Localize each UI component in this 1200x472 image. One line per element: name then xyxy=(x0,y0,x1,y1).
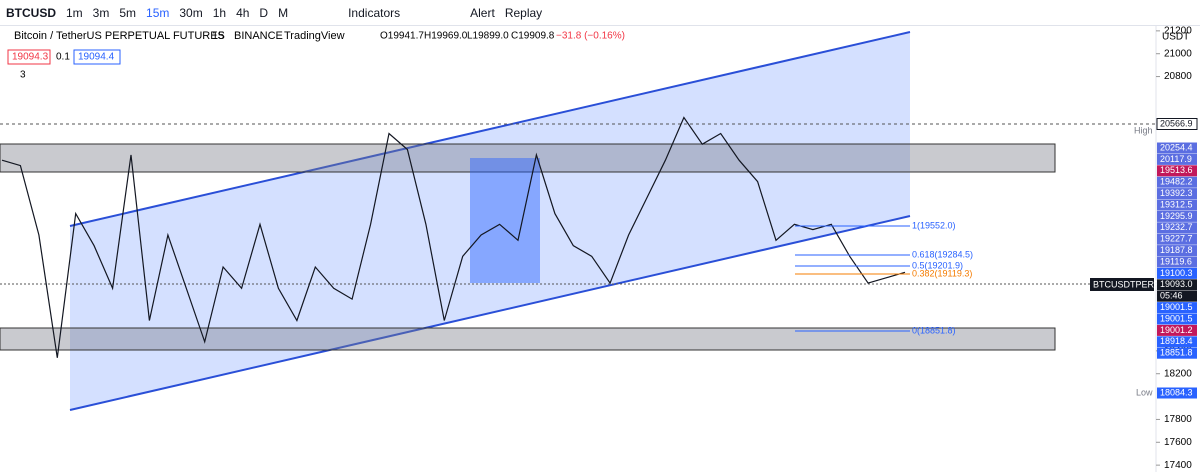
ohlc: C19909.8 xyxy=(511,31,555,42)
price-tag: 19312.5 xyxy=(1160,199,1193,209)
fib-label: 0.618(19284.5) xyxy=(912,249,973,259)
price-tag: 19482.2 xyxy=(1160,177,1193,187)
toolbar: BTCUSD 1m 3m 5m 15m 30m 1h 4h D M Indica… xyxy=(0,0,1200,26)
channel-line xyxy=(69,215,911,411)
interval[interactable]: 1h xyxy=(212,5,227,20)
symbol-tag: BTCUSDTPERP xyxy=(1093,279,1160,289)
price-tag-bg xyxy=(1157,336,1197,348)
y-tick-label: 21200 xyxy=(1164,26,1192,36)
fib-label: 0.5(19201.9) xyxy=(912,260,963,270)
interval[interactable]: 4h xyxy=(236,5,250,20)
price-tag-bg xyxy=(1157,302,1197,314)
zone xyxy=(0,143,1056,173)
indicator-count[interactable]: 3 xyxy=(20,70,26,81)
price-tag-bg xyxy=(1157,153,1197,165)
price-line xyxy=(1,116,906,358)
price-tag: 19093.0 xyxy=(1160,279,1193,289)
y-tick-label: 17600 xyxy=(1164,437,1192,448)
fib-label: 1(19552.0) xyxy=(912,220,956,230)
price-tag: 05:46 xyxy=(1160,291,1183,301)
price-tag-bg xyxy=(1157,347,1197,359)
buy-box[interactable] xyxy=(73,49,121,65)
y-tick-label: 17800 xyxy=(1164,414,1192,425)
price-tag: 19001.2 xyxy=(1160,325,1193,335)
replay-button[interactable]: Replay xyxy=(504,5,543,20)
price-tag: 20254.4 xyxy=(1160,142,1193,152)
sell-box[interactable] xyxy=(7,49,51,65)
price-tag: 19001.5 xyxy=(1160,313,1193,323)
ohlc: H19969.0 xyxy=(424,31,468,42)
price-tag-bg xyxy=(1156,118,1198,130)
indicators-button[interactable]: Indicators xyxy=(348,5,401,20)
symbol-tag-bg xyxy=(1090,278,1154,291)
change: −31.8 (−0.16%) xyxy=(556,31,625,42)
interval[interactable]: 3m xyxy=(92,5,110,20)
high-label: High xyxy=(1134,125,1153,135)
price-tag: 19187.8 xyxy=(1160,245,1193,255)
ohlc: O19941.7 xyxy=(380,31,424,42)
fib-label: 0(18851.8) xyxy=(912,325,956,335)
spread: 0.1 xyxy=(56,52,70,63)
price-tag-bg xyxy=(1157,313,1197,325)
price-tag: 20117.9 xyxy=(1160,154,1192,164)
interval[interactable]: 15m xyxy=(146,5,170,20)
price-tag: 19100.3 xyxy=(1160,268,1193,278)
interval[interactable]: 30m xyxy=(179,5,203,20)
exchange: BINANCE xyxy=(234,30,283,42)
price-tag: 19001.5 xyxy=(1160,302,1193,312)
channel-line xyxy=(69,31,911,227)
symbol[interactable]: BTCUSD xyxy=(6,5,56,20)
fib-label: 0.382(19119.3) xyxy=(912,268,972,278)
price-tag-bg xyxy=(1157,279,1197,291)
price-tag: 19295.9 xyxy=(1160,211,1193,221)
y-tick-label: 18200 xyxy=(1164,368,1192,379)
interval: 15 xyxy=(212,30,224,42)
price-tag-bg xyxy=(1157,256,1197,268)
price-tag-bg xyxy=(1157,176,1197,188)
sell[interactable]: 19094.3 xyxy=(12,52,49,63)
low-label: Low xyxy=(1136,387,1153,397)
box xyxy=(470,158,540,283)
interval[interactable]: 1m xyxy=(66,5,83,20)
y-tick-label: 17400 xyxy=(1164,460,1192,471)
title: Bitcoin / TetherUS PERPETUAL FUTURES xyxy=(14,30,225,42)
brand: TradingView xyxy=(284,30,345,42)
currency: USDT xyxy=(1162,32,1189,43)
price-tag-bg xyxy=(1157,245,1197,257)
chart: Bitcoin / TetherUS PERPETUAL FUTURES 15 … xyxy=(0,26,1200,472)
y-tick-label: 20800 xyxy=(1164,71,1192,82)
price-tag: 18918.4 xyxy=(1160,336,1193,346)
price-tag-bg xyxy=(1157,290,1197,302)
price-tag-bg xyxy=(1157,199,1197,211)
price-tag-bg xyxy=(1157,324,1197,336)
price-tag-bg xyxy=(1157,210,1197,222)
interval[interactable]: D xyxy=(259,5,269,20)
price-tag: 19392.3 xyxy=(1160,188,1193,198)
buy[interactable]: 19094.4 xyxy=(78,52,115,63)
price-tag: 18851.8 xyxy=(1160,348,1193,358)
alert-button[interactable]: Alert xyxy=(470,5,495,20)
channel xyxy=(70,32,910,410)
price-tag: 19119.6 xyxy=(1160,256,1192,266)
price-tag: 20566.9 xyxy=(1160,118,1193,128)
price-tag-bg xyxy=(1157,142,1197,154)
price-tag-bg xyxy=(1157,387,1197,399)
interval[interactable]: 5m xyxy=(119,5,137,20)
price-tag-bg xyxy=(1157,267,1197,279)
price-tag: 18084.3 xyxy=(1160,387,1193,397)
price-tag-bg xyxy=(1157,222,1197,234)
zone xyxy=(0,327,1056,351)
price-tag: 19227.7 xyxy=(1160,234,1193,244)
interval[interactable]: M xyxy=(278,5,289,20)
y-tick-label: 21000 xyxy=(1164,48,1192,59)
price-tag-bg xyxy=(1157,188,1197,200)
ohlc: L19899.0 xyxy=(467,31,509,42)
price-tag-bg xyxy=(1157,233,1197,245)
price-tag: 19513.6 xyxy=(1160,165,1193,175)
price-tag: 19232.7 xyxy=(1160,222,1193,232)
price-tag-bg xyxy=(1157,165,1197,177)
